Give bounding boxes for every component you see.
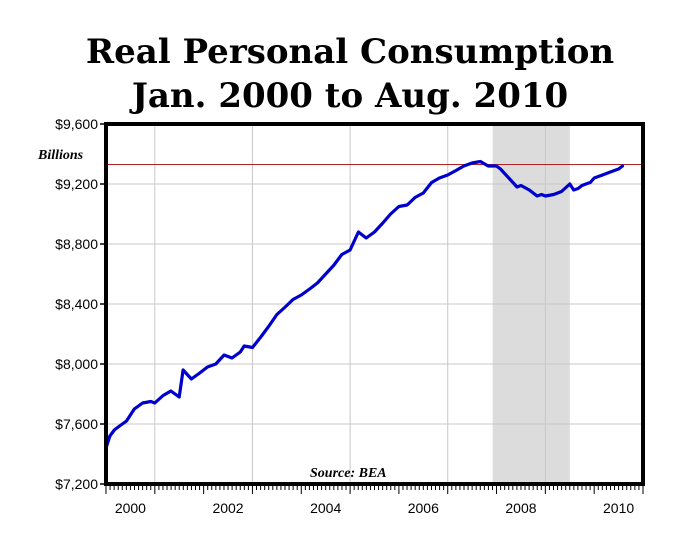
y-tick-label: $8,800 (55, 236, 98, 252)
y-tick-label: $8,000 (55, 356, 98, 372)
series-layer (104, 159, 625, 450)
x-tick-label: 2002 (212, 500, 243, 516)
series-line-0 (104, 159, 625, 450)
units-note: Billions (37, 148, 84, 163)
x-tick-label: 2000 (115, 500, 146, 516)
y-tick-label: $9,200 (55, 176, 98, 192)
y-tick-label: $7,200 (55, 476, 98, 492)
y-tick-label: $9,600 (55, 116, 98, 132)
axis-layer: $7,200 $7,600 $8,000 $8,400 $8,800 $9,200 $9,6… (55, 116, 644, 516)
x-tick-label: 2006 (408, 500, 439, 516)
title-line-1: Real Personal Consumption (85, 32, 615, 72)
y-tick-label: $7,600 (55, 416, 98, 432)
x-tick-label: 2004 (310, 500, 341, 516)
x-tick-label: 2010 (603, 500, 634, 516)
chart-title: Real Personal Consumption Jan. 2000 to A… (0, 30, 700, 118)
title-line-2: Jan. 2000 to Aug. 2010 (131, 76, 569, 116)
x-tick-label: 2008 (505, 500, 536, 516)
grid-layer (106, 124, 643, 484)
source-note: Source: BEA (310, 466, 387, 481)
y-tick-label: $8,400 (55, 296, 98, 312)
